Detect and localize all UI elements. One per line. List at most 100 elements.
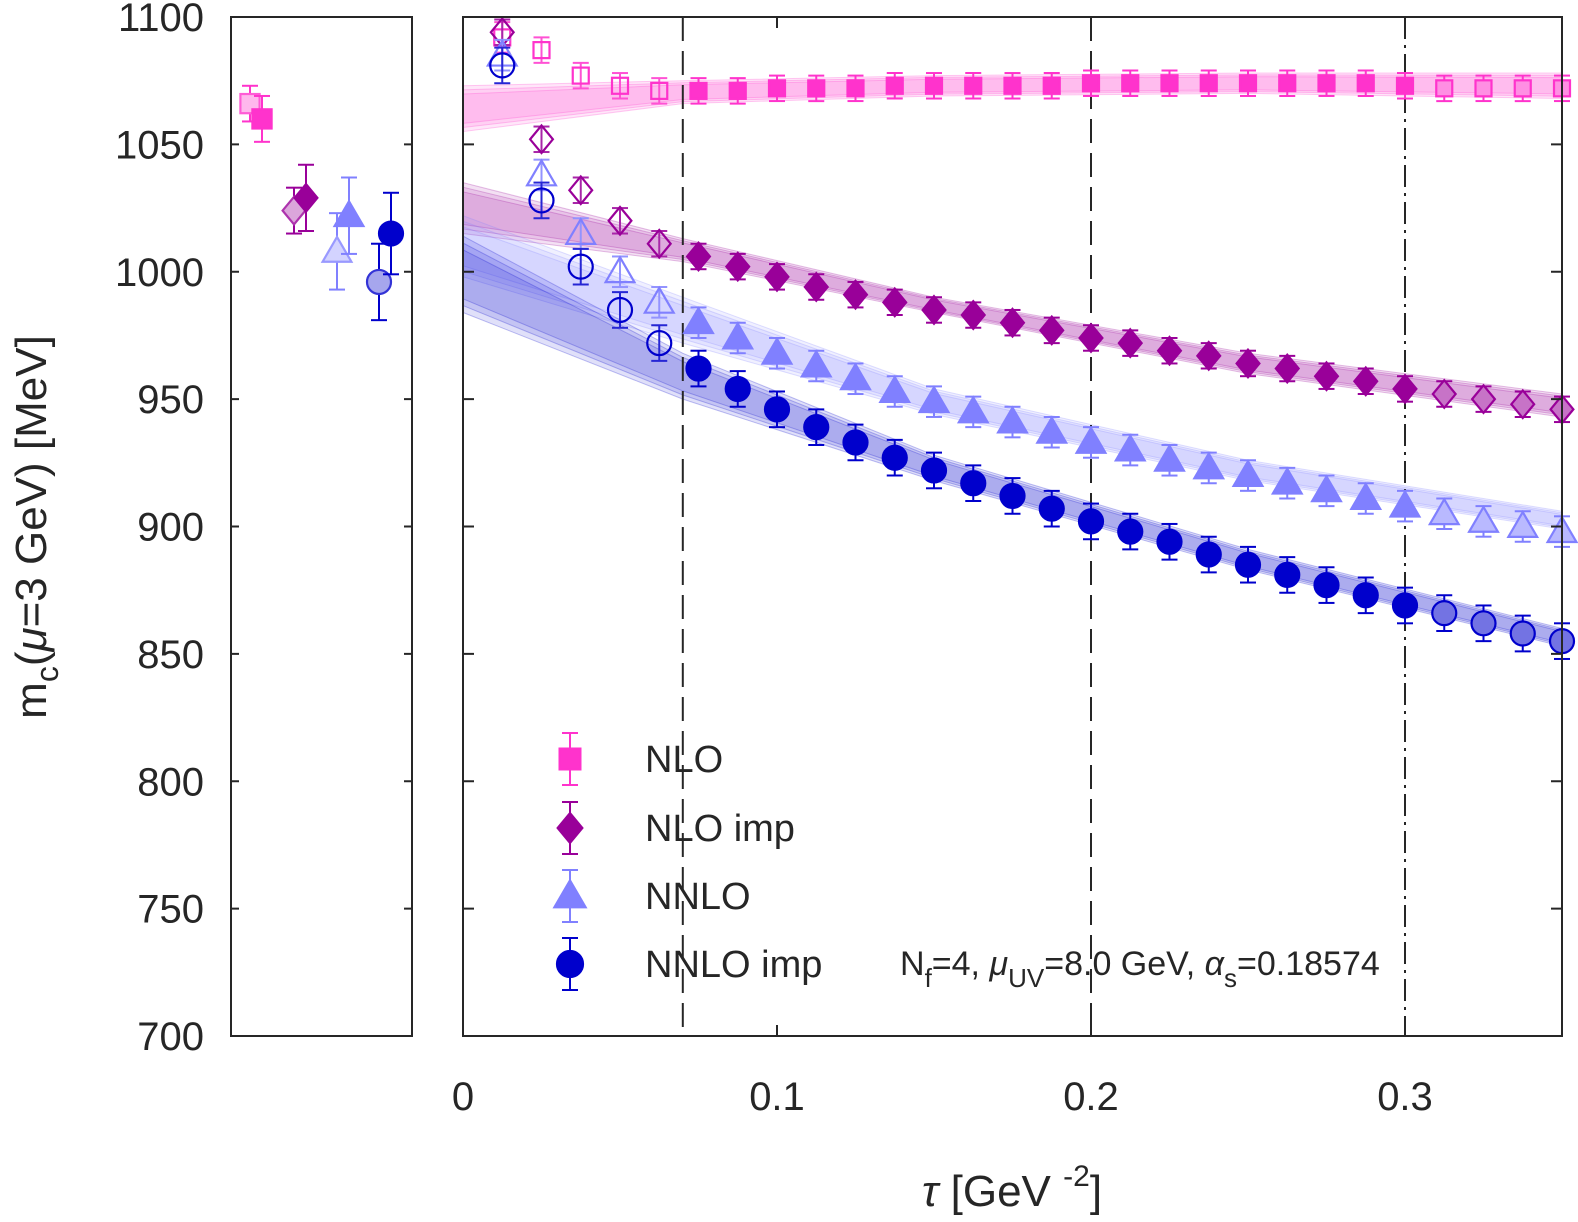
data-point <box>846 79 865 98</box>
data-point <box>682 306 715 335</box>
data-point <box>685 240 712 272</box>
data-point <box>1113 433 1147 462</box>
reference-lines <box>681 17 1406 1036</box>
data-point <box>567 253 594 280</box>
y-tick-label: 1050 <box>115 123 204 167</box>
data-point <box>1509 620 1536 647</box>
legend-marker <box>552 878 588 909</box>
data-point <box>1231 458 1265 488</box>
compare-marks <box>239 84 405 322</box>
x-tick-label: 0.2 <box>1063 1075 1119 1119</box>
data-point <box>1274 561 1301 589</box>
data-point <box>1121 74 1140 93</box>
data-point <box>1042 76 1061 95</box>
x-tick-label: 0 <box>452 1075 474 1119</box>
data-point <box>646 228 673 260</box>
data-point <box>1153 443 1186 472</box>
data-point <box>881 444 908 471</box>
legend-marker <box>556 811 584 845</box>
data-point <box>1081 74 1101 93</box>
data-point <box>996 405 1029 434</box>
legend-entry-nlo: NLO <box>558 732 723 786</box>
data-point <box>842 279 869 311</box>
data-points <box>485 16 1578 660</box>
data-point <box>1278 74 1297 93</box>
compare-nlo <box>239 84 273 143</box>
x-tick-labels: 0 0.1 0.2 0.3 <box>452 1075 1433 1119</box>
data-point <box>878 374 912 403</box>
compare-point <box>293 182 319 214</box>
data-point <box>924 76 944 95</box>
data-point <box>1199 74 1218 93</box>
legend-label: NLO <box>645 739 723 781</box>
compare-point <box>377 220 405 247</box>
data-point <box>610 76 630 95</box>
y-tick-label: 1100 <box>118 0 204 40</box>
data-point <box>1467 504 1500 533</box>
data-point <box>1391 592 1419 619</box>
data-point <box>1352 365 1379 397</box>
data-point <box>839 362 872 391</box>
data-point <box>881 286 908 318</box>
data-point <box>1310 474 1343 503</box>
data-point <box>1195 541 1222 568</box>
legend: NLO NLO imp NNLO NNLO imp <box>552 732 822 991</box>
data-point <box>689 81 708 100</box>
data-point <box>1035 415 1069 444</box>
data-point <box>1506 509 1540 538</box>
data-point <box>885 76 904 95</box>
data-point <box>1038 495 1065 522</box>
series-nnlo <box>485 38 1578 548</box>
data-point <box>1474 79 1493 98</box>
data-point <box>1156 335 1183 367</box>
y-tick-label: 750 <box>137 888 204 932</box>
data-point <box>567 174 594 206</box>
data-point <box>803 271 830 303</box>
data-point <box>960 299 987 331</box>
y-tick-label: 1000 <box>115 251 204 295</box>
data-point <box>1077 508 1105 535</box>
legend-entry-nnlo-imp: NNLO imp <box>555 937 822 991</box>
data-point <box>1003 76 1022 95</box>
data-point <box>807 79 826 98</box>
data-point <box>489 52 516 79</box>
data-point <box>1352 582 1379 609</box>
y-tick-label: 900 <box>137 506 204 550</box>
data-point <box>571 66 590 85</box>
data-point <box>999 482 1026 510</box>
main-panel: NLO NLO imp NNLO NNLO imp <box>231 16 1578 1037</box>
data-point <box>721 321 755 350</box>
data-point <box>603 255 637 284</box>
y-tick-labels: 700 750 800 850 900 950 1000 1050 1100 <box>115 0 204 1059</box>
compare-point <box>320 234 354 263</box>
compare-point <box>332 199 366 228</box>
data-point <box>724 375 751 403</box>
data-point <box>760 336 794 365</box>
data-point <box>764 261 790 293</box>
data-point <box>1431 378 1458 410</box>
data-point <box>842 429 869 456</box>
data-point <box>921 294 947 326</box>
legend-marker <box>555 949 585 979</box>
data-point <box>1395 76 1415 95</box>
data-point <box>917 385 951 414</box>
data-point <box>1274 353 1301 385</box>
y-axis-label: mc(μ=3 GeV) [MeV] <box>7 335 65 719</box>
data-point <box>724 251 751 283</box>
data-point <box>1388 489 1422 518</box>
compare-point <box>251 108 273 130</box>
compare-nnlo-imp <box>365 191 405 322</box>
data-point <box>1156 528 1183 555</box>
legend-entry-nlo-imp: NLO imp <box>556 801 795 855</box>
data-point <box>1313 360 1340 392</box>
data-point <box>564 216 598 246</box>
data-point <box>1435 79 1454 98</box>
y-tick-label: 800 <box>137 760 204 804</box>
data-point <box>956 395 990 424</box>
data-point <box>1192 451 1226 480</box>
data-point <box>728 81 747 100</box>
data-point <box>606 296 634 324</box>
data-point <box>642 285 676 314</box>
